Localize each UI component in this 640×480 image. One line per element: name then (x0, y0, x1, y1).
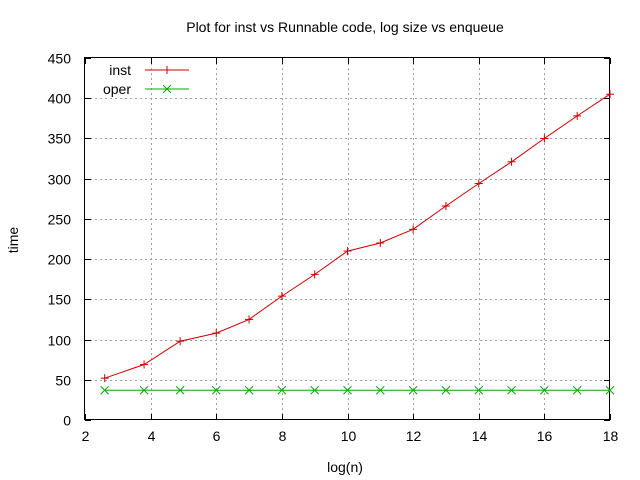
legend-swatch-marker (162, 84, 172, 94)
y-tick-label: 400 (48, 91, 72, 107)
data-point-inst (441, 202, 450, 211)
y-tick-label: 150 (48, 292, 72, 308)
y-tick-label: 200 (48, 252, 72, 268)
x-tick-label: 10 (341, 428, 357, 444)
data-point-oper (175, 385, 185, 395)
y-tick-label: 0 (63, 413, 71, 429)
data-point-oper (540, 385, 549, 395)
legend-label: inst (109, 62, 131, 78)
data-point-oper (605, 385, 615, 395)
data-point-oper (100, 385, 110, 395)
y-tick-label: 100 (48, 333, 72, 349)
data-point-inst (409, 225, 418, 234)
data-series (100, 90, 615, 395)
legend: inst oper (103, 62, 189, 97)
data-point-inst (606, 90, 614, 99)
data-point-inst (507, 157, 516, 166)
data-point-inst (310, 270, 319, 279)
series-inst (100, 90, 614, 383)
x-tick-label: 16 (537, 428, 553, 444)
legend-entry-inst: inst (109, 62, 189, 78)
data-point-oper (343, 385, 352, 395)
data-point-inst (245, 315, 254, 324)
data-point-oper (244, 385, 254, 395)
x-axis-tick-labels: 2 4 6 8 10 12 14 16 18 (82, 428, 619, 444)
chart-title: Plot for inst vs Runnable code, log size… (186, 19, 504, 35)
data-point-inst (212, 329, 221, 338)
axis-ticks (85, 58, 611, 421)
data-point-oper (211, 385, 221, 395)
series-line-inst (104, 93, 611, 379)
data-point-oper (310, 385, 320, 395)
y-axis-label: time (5, 227, 21, 254)
x-axis-label: log(n) (327, 459, 363, 475)
x-tick-label: 6 (213, 428, 221, 444)
data-point-oper (139, 385, 149, 395)
plot-frame (84, 57, 610, 420)
data-point-inst (376, 239, 385, 248)
x-tick-label: 4 (148, 428, 156, 444)
grid-lines (85, 58, 610, 420)
data-point-inst (140, 360, 149, 369)
y-tick-label: 50 (55, 373, 71, 389)
data-point-inst (100, 374, 109, 383)
x-tick-label: 2 (82, 428, 90, 444)
data-point-inst (540, 134, 549, 143)
y-tick-label: 300 (48, 172, 72, 188)
y-tick-label: 350 (48, 131, 72, 147)
data-point-inst (343, 247, 352, 256)
data-point-inst (573, 111, 582, 120)
data-point-oper (277, 385, 287, 395)
y-tick-label: 450 (48, 51, 72, 67)
data-point-oper (572, 385, 582, 395)
x-tick-label: 18 (603, 428, 619, 444)
series-oper (100, 385, 615, 395)
y-axis-tick-labels: 0 50 100 150 200 250 300 350 400 450 (48, 51, 72, 429)
data-point-oper (441, 385, 451, 395)
legend-entry-oper: oper (103, 81, 189, 97)
x-tick-label: 8 (279, 428, 287, 444)
legend-label: oper (103, 81, 131, 97)
data-point-oper (408, 385, 418, 395)
legend-swatch-marker (163, 66, 171, 74)
data-point-inst (277, 292, 286, 301)
data-point-oper (375, 385, 385, 395)
data-point-inst (474, 179, 483, 188)
y-tick-label: 250 (48, 212, 72, 228)
x-tick-label: 12 (406, 428, 422, 444)
x-tick-label: 14 (472, 428, 488, 444)
data-point-inst (176, 337, 185, 346)
data-point-oper (507, 385, 516, 395)
data-point-oper (474, 385, 484, 395)
